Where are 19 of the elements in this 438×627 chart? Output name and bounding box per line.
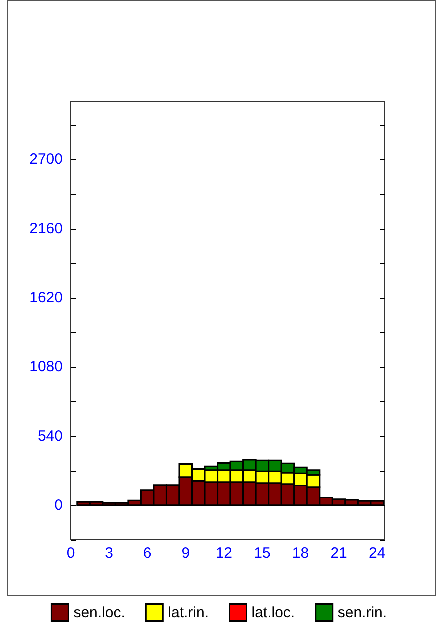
y-tick-label: 1620 [30,289,63,306]
y-tick-label: 0 [54,496,63,514]
legend-label: sen.loc. [74,604,126,622]
y-tick-label: 2700 [30,151,63,168]
legend-label: lat.loc. [252,604,296,622]
x-tick-label: 12 [216,545,233,562]
legend-label: sen.rin. [338,604,388,622]
x-tick-label: 21 [330,545,348,562]
x-tick-label: 18 [292,545,310,562]
x-tick-label: 24 [369,545,386,562]
y-tick-label: 1080 [30,358,63,376]
x-tick-label: 9 [182,545,190,562]
x-tick-label: 0 [66,545,76,562]
y-tick-label: 2160 [30,220,63,238]
x-tick-label: 3 [105,545,114,562]
legend-label: lat.rin. [168,604,210,622]
y-tick-label: 540 [38,428,63,445]
x-tick-label: 6 [143,545,152,562]
x-tick-label: 15 [254,545,271,562]
